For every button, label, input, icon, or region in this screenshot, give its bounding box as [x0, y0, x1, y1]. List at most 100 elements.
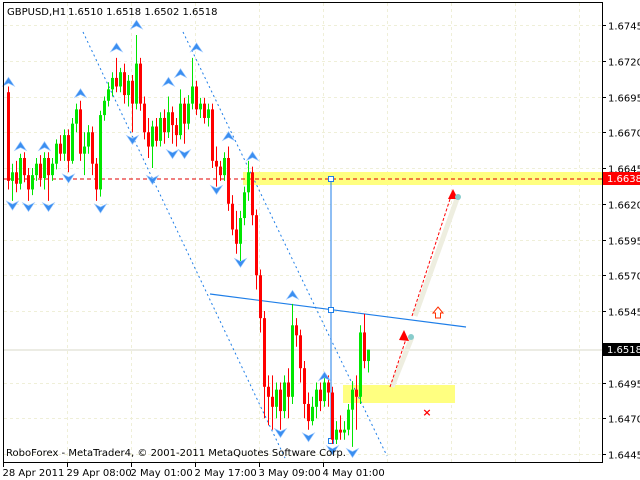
candle[interactable] [183, 97, 186, 144]
candle[interactable] [295, 318, 298, 347]
candle[interactable] [335, 421, 338, 444]
candle[interactable] [7, 86, 10, 190]
candle[interactable] [171, 106, 174, 144]
candle[interactable] [123, 63, 126, 104]
candle[interactable] [159, 112, 162, 147]
measure-handle-top[interactable] [328, 176, 334, 182]
candle[interactable] [203, 97, 206, 124]
candle[interactable] [119, 67, 122, 93]
candle[interactable] [255, 209, 258, 290]
trendline-resistance[interactable] [209, 293, 467, 328]
candle[interactable] [199, 97, 202, 118]
candle[interactable] [67, 129, 70, 173]
candle[interactable] [79, 100, 82, 161]
candle[interactable] [147, 117, 150, 158]
candle[interactable] [367, 349, 370, 373]
candle[interactable] [339, 415, 342, 440]
candle[interactable] [291, 303, 294, 404]
candle[interactable] [271, 375, 274, 430]
time-axis[interactable]: 28 Apr 2011 29 Apr 08:002 May 01:00 2 May … [3, 462, 385, 479]
buy-arrow-icon[interactable] [431, 306, 445, 319]
forecast-arrow-2[interactable] [411, 195, 452, 317]
candle[interactable] [355, 375, 358, 430]
candle[interactable] [363, 313, 366, 369]
candle[interactable] [83, 132, 86, 176]
candle[interactable] [195, 80, 198, 116]
candle[interactable] [95, 157, 98, 201]
candle[interactable] [115, 57, 118, 93]
candle[interactable] [143, 96, 146, 140]
candle[interactable] [111, 72, 114, 97]
candle[interactable] [47, 152, 50, 201]
candle[interactable] [215, 146, 218, 187]
candle[interactable] [323, 375, 326, 407]
candle[interactable] [167, 96, 170, 138]
candle[interactable] [175, 117, 178, 147]
candle[interactable] [315, 382, 318, 419]
candle[interactable] [139, 57, 142, 111]
candle[interactable] [235, 210, 238, 254]
candle[interactable] [23, 152, 26, 183]
candle[interactable] [231, 195, 234, 236]
candle[interactable] [219, 160, 222, 181]
candle[interactable] [15, 160, 18, 193]
candle[interactable] [267, 375, 270, 426]
stop-cross-icon[interactable]: × [422, 406, 431, 419]
resistance-zone[interactable] [243, 172, 602, 185]
candle[interactable] [87, 125, 90, 154]
candle[interactable] [99, 110, 102, 197]
channel-line-upper[interactable] [182, 31, 388, 457]
candle[interactable] [351, 381, 354, 447]
candle[interactable] [251, 166, 254, 226]
candle[interactable] [259, 269, 262, 333]
candle[interactable] [343, 421, 346, 440]
candle[interactable] [299, 329, 302, 383]
candle[interactable] [283, 375, 286, 419]
candle[interactable] [359, 325, 362, 404]
candle[interactable] [55, 139, 58, 170]
candle[interactable] [303, 361, 306, 419]
measure-handle-mid[interactable] [328, 307, 334, 313]
candle[interactable] [27, 168, 30, 201]
candle[interactable] [223, 152, 226, 181]
support-zone[interactable] [343, 385, 455, 403]
candle[interactable] [347, 403, 350, 436]
candle[interactable] [131, 75, 134, 133]
candle[interactable] [275, 382, 278, 419]
candle[interactable] [127, 75, 130, 107]
candle[interactable] [135, 35, 138, 110]
candle[interactable] [51, 157, 54, 181]
candle[interactable] [179, 89, 182, 140]
candle[interactable] [279, 382, 282, 430]
candle[interactable] [43, 152, 46, 190]
candle[interactable] [75, 103, 78, 133]
candle[interactable] [39, 155, 42, 187]
forecast-arrow-1[interactable] [389, 335, 408, 388]
candle[interactable] [163, 109, 166, 144]
candle[interactable] [211, 103, 214, 168]
candle[interactable] [311, 396, 314, 426]
candle[interactable] [19, 153, 22, 190]
candle[interactable] [59, 135, 62, 161]
candle[interactable] [331, 386, 334, 444]
candle[interactable] [107, 82, 110, 107]
candle[interactable] [287, 368, 290, 419]
candle[interactable] [155, 117, 158, 147]
candle[interactable] [247, 160, 250, 201]
candle[interactable] [227, 146, 230, 211]
candle[interactable] [151, 120, 154, 168]
candle[interactable] [103, 96, 106, 121]
candle[interactable] [63, 129, 66, 161]
candle[interactable] [91, 126, 94, 176]
candle[interactable] [243, 186, 246, 226]
candle[interactable] [239, 210, 242, 261]
candle[interactable] [35, 157, 38, 181]
candle[interactable] [207, 103, 210, 127]
candle[interactable] [319, 382, 322, 412]
candle[interactable] [191, 57, 194, 110]
candle[interactable] [327, 375, 330, 407]
price-axis[interactable]: 1.6745 1.6720 1.6695 1.6670 1.6645 1.6620 1.65… [602, 22, 640, 462]
candle[interactable] [31, 168, 34, 196]
candle[interactable] [11, 163, 14, 201]
